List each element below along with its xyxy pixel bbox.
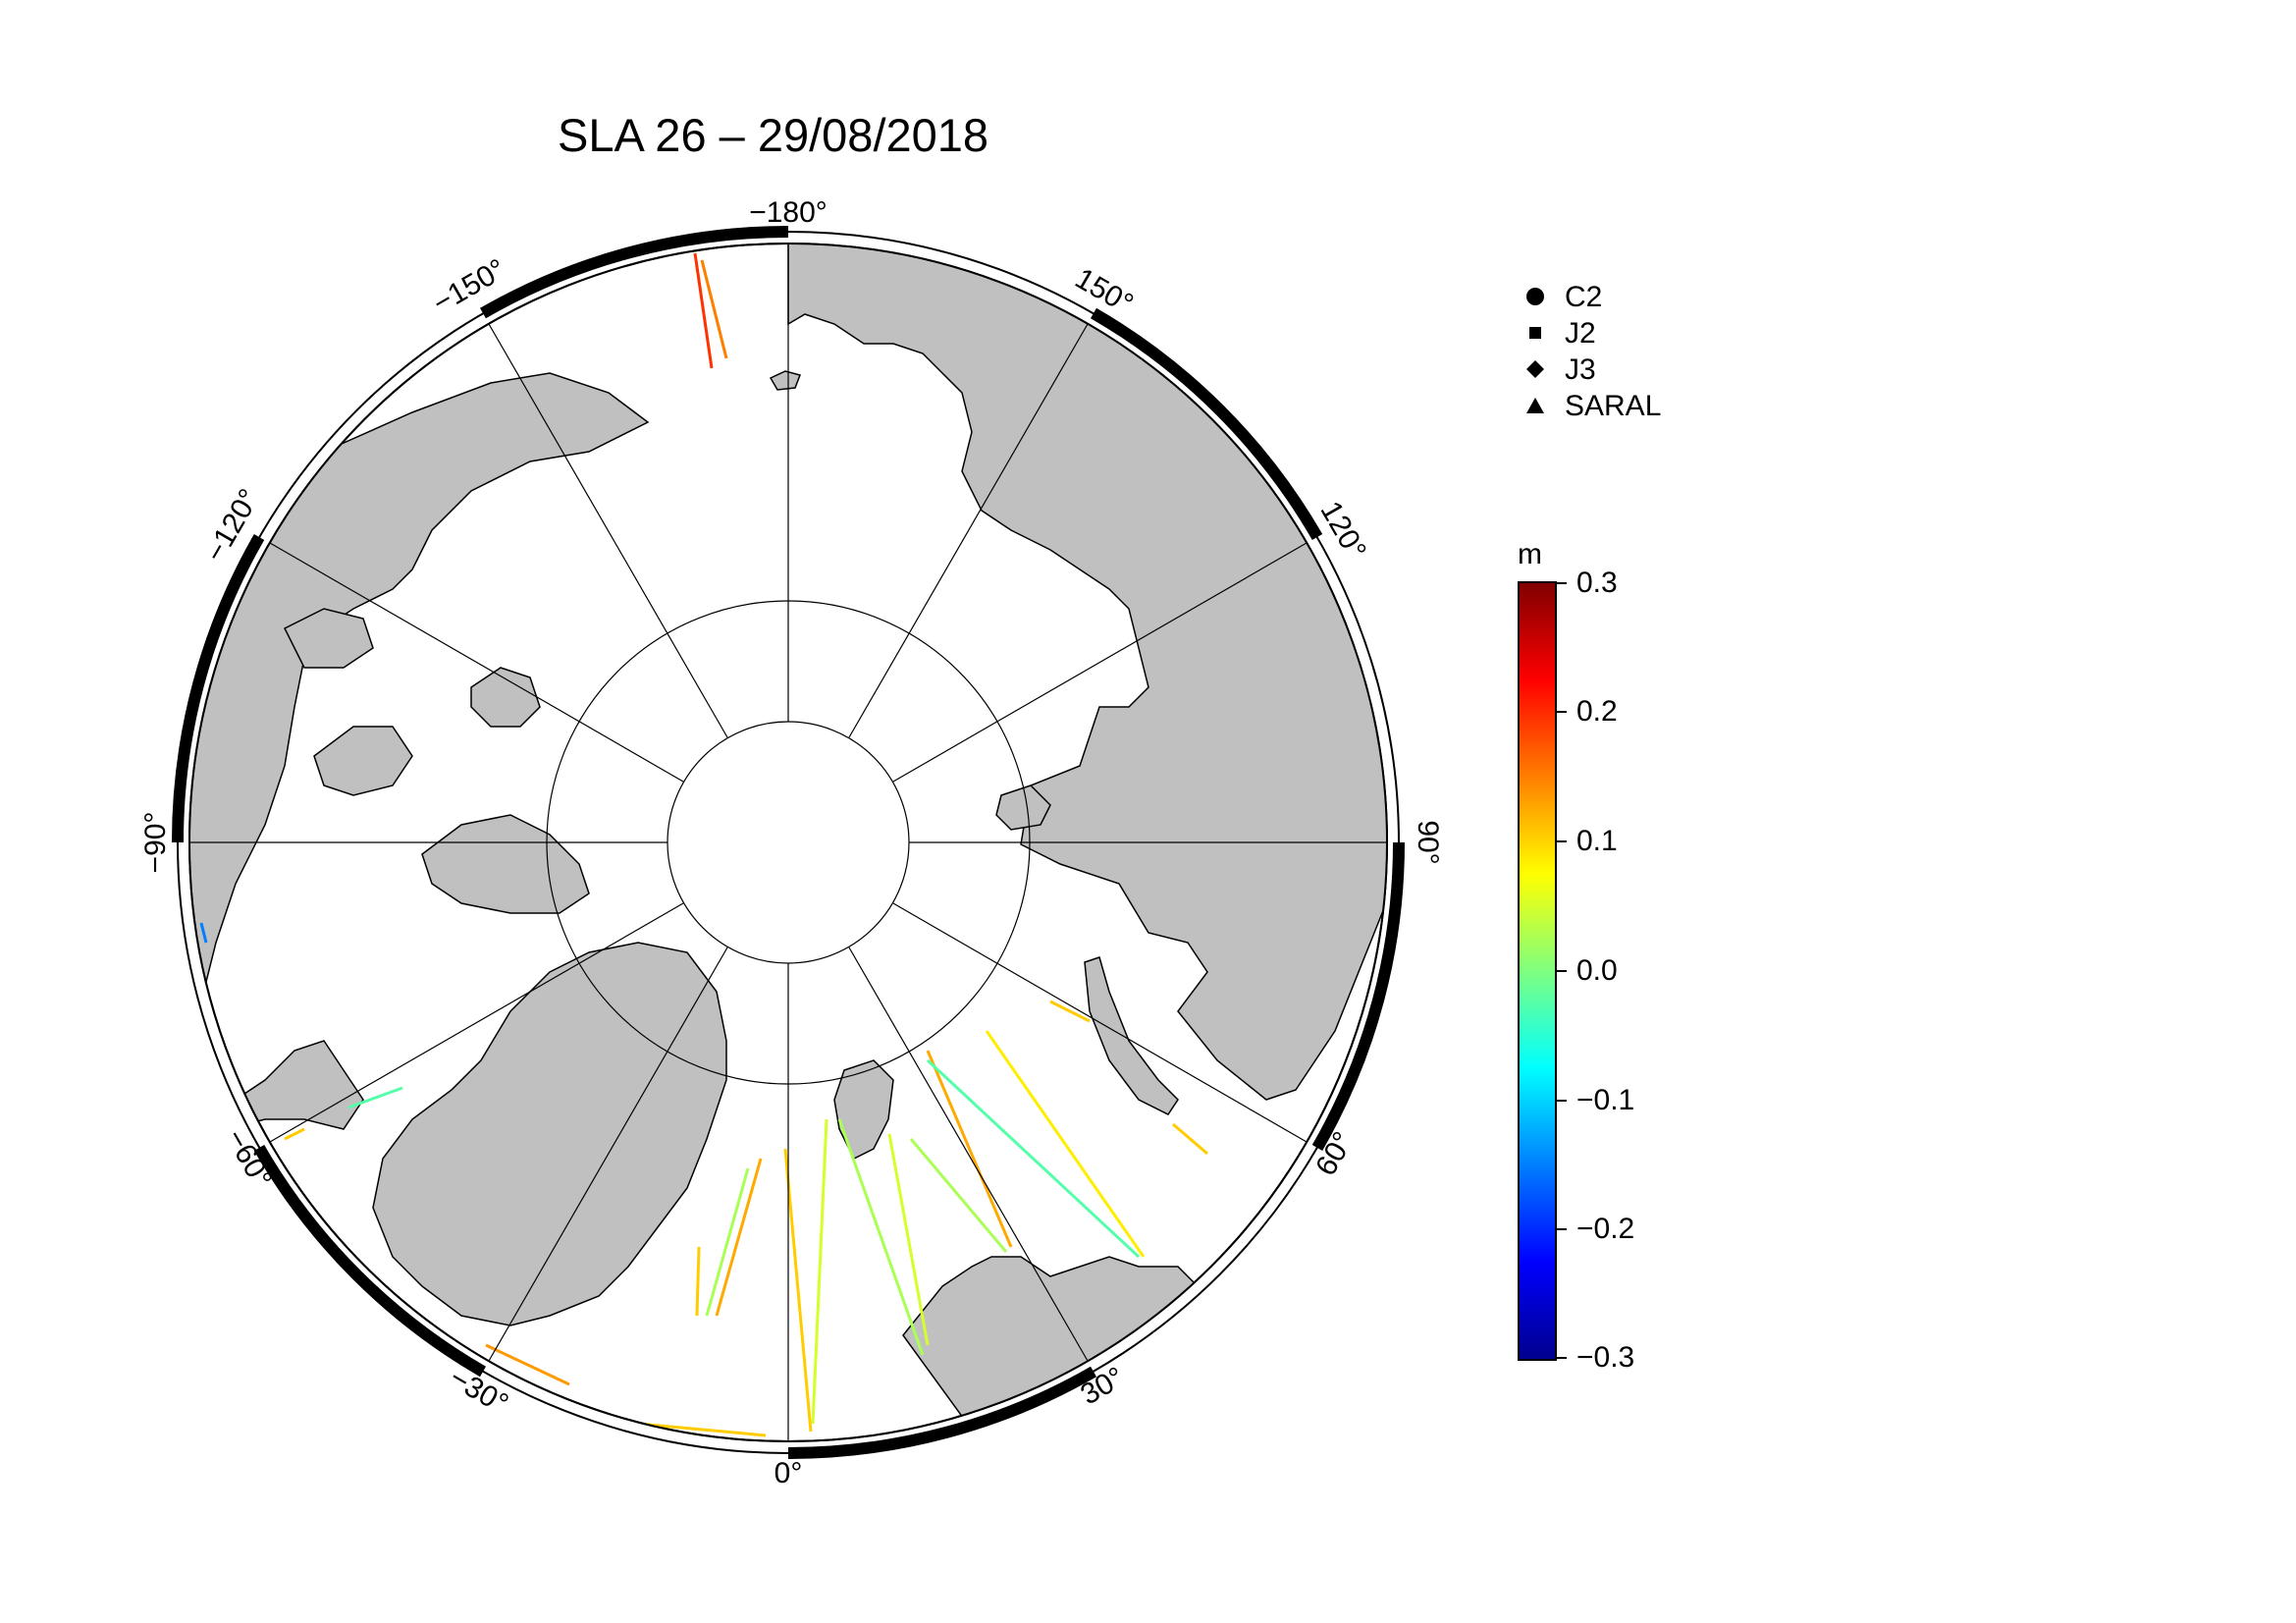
track xyxy=(637,1422,767,1437)
satellite-tracks xyxy=(199,252,1208,1437)
land-wrangel xyxy=(769,370,801,391)
graticule xyxy=(189,243,1387,1441)
legend-item-saral: SARAL xyxy=(1510,390,1726,426)
frame-segment xyxy=(1311,841,1406,1151)
lon-label-30: 30° xyxy=(1075,1361,1130,1411)
lon-label-minus180: −180° xyxy=(749,196,828,229)
map-title: SLA 26 – 29/08/2018 xyxy=(558,109,989,161)
track xyxy=(1049,1000,1091,1023)
satellite-legend: C2 J2 J3 SARAL xyxy=(1510,281,1726,426)
colorbar-tick-label: 0.1 xyxy=(1576,825,1618,857)
land-novaya-zemlya xyxy=(1084,956,1179,1115)
frame-segment xyxy=(1091,307,1323,540)
land-archipelago-4 xyxy=(283,608,374,669)
track xyxy=(811,1118,828,1425)
circle-icon xyxy=(1526,288,1544,305)
land-franz-josef xyxy=(995,784,1051,831)
lon-label-150: 150° xyxy=(1070,262,1139,321)
track xyxy=(926,1058,1141,1259)
colorbar-unit: m xyxy=(1518,538,1542,570)
land-greenland xyxy=(372,942,727,1326)
legend-label: C2 xyxy=(1565,281,1603,313)
land-archipelago-2 xyxy=(313,726,413,796)
lon-label-minus90: −90° xyxy=(139,812,172,874)
colorbar-tick-label: −0.3 xyxy=(1576,1341,1635,1374)
legend-item-c2: C2 xyxy=(1510,281,1726,317)
colorbar-tick xyxy=(1555,582,1567,584)
lon-label-60: 60° xyxy=(1309,1126,1360,1181)
legend-label: J3 xyxy=(1565,353,1596,386)
lon-label-90: 90° xyxy=(1412,820,1444,864)
colorbar-tick xyxy=(1555,1100,1567,1102)
track xyxy=(985,1030,1146,1258)
colorbar-tick xyxy=(1555,1228,1567,1230)
track xyxy=(926,1050,1013,1248)
frame-segment xyxy=(253,1145,486,1378)
legend-label: J2 xyxy=(1565,317,1596,350)
colorbar-tick xyxy=(1555,711,1567,713)
colorbar-tick-label: −0.1 xyxy=(1576,1084,1635,1116)
track xyxy=(1172,1122,1208,1156)
frame-segment xyxy=(480,225,789,319)
frame-segment xyxy=(171,534,265,843)
track xyxy=(700,259,728,359)
legend-label: SARAL xyxy=(1565,390,1662,422)
colorbar-tick-label: −0.2 xyxy=(1576,1213,1635,1245)
legend-item-j2: J2 xyxy=(1510,317,1726,353)
track xyxy=(837,1118,925,1356)
frame-ring xyxy=(171,225,1406,1460)
track xyxy=(783,1148,813,1433)
track xyxy=(284,1127,305,1141)
track xyxy=(347,1086,403,1109)
legend-item-j3: J3 xyxy=(1510,353,1726,390)
colorbar-tick xyxy=(1555,840,1567,842)
track xyxy=(715,1158,763,1317)
lon-label-120: 120° xyxy=(1313,496,1372,565)
diamond-icon xyxy=(1526,360,1544,378)
track xyxy=(909,1138,1008,1253)
lon-label-0: 0° xyxy=(774,1457,803,1489)
track xyxy=(695,1246,701,1317)
colorbar-tick-label: 0.0 xyxy=(1576,954,1618,987)
triangle-icon xyxy=(1526,398,1544,413)
square-icon xyxy=(1529,327,1541,339)
colorbar-tick-label: 0.2 xyxy=(1576,695,1618,728)
frame-segment xyxy=(787,1366,1096,1460)
colorbar xyxy=(1518,581,1557,1361)
colorbar-tick xyxy=(1555,1357,1567,1359)
colorbar-tick-label: 0.3 xyxy=(1576,567,1618,599)
track xyxy=(705,1167,750,1317)
land-archipelago-3 xyxy=(470,667,541,728)
map-disc: −180° 150° 120° 90° 60° 30° 0° −30° −60°… xyxy=(139,196,1444,1489)
colorbar-tick xyxy=(1555,970,1567,972)
track xyxy=(199,922,208,944)
land-svalbard xyxy=(833,1059,894,1161)
track xyxy=(485,1343,570,1386)
track xyxy=(693,252,714,369)
track xyxy=(887,1133,930,1346)
